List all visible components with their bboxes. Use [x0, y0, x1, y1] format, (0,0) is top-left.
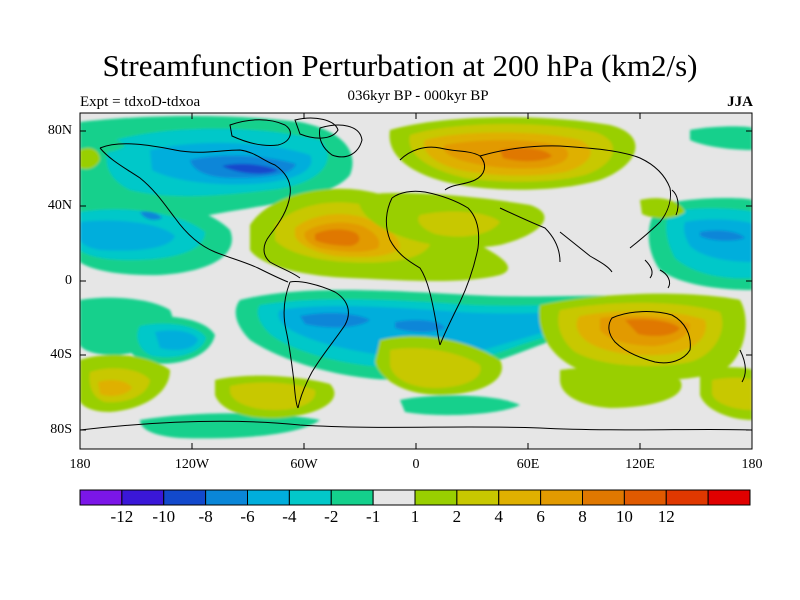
lon-label-180w: 180 [69, 457, 91, 472]
lon-label-0: 0 [412, 457, 420, 472]
lon-label-120w: 120W [174, 457, 210, 472]
contour-field [80, 113, 752, 449]
colorbar-swatch [540, 489, 583, 506]
experiment-label: Expt = tdxoD-tdxoa [80, 94, 201, 110]
colorbar-label: 2 [452, 507, 462, 526]
colorbar-swatch [707, 489, 751, 506]
coastlines [80, 117, 752, 431]
colorbar-swatch [288, 489, 332, 506]
lon-label-120e: 120E [625, 457, 655, 472]
colorbar-label: -6 [240, 507, 255, 526]
colorbar-label: 4 [494, 507, 504, 526]
colorbar-swatch [247, 489, 290, 506]
season-label: JJA [727, 94, 753, 110]
map-title: Streamfunction Perturbation at 200 hPa (… [102, 48, 698, 83]
colorbar-swatch [665, 489, 709, 506]
lat-label-40s: 40S [50, 347, 72, 362]
colorbar-swatch [163, 489, 207, 506]
colorbar-label: -4 [282, 507, 297, 526]
colorbar-swatch [623, 489, 667, 506]
colorbar [79, 489, 751, 506]
colorbar-label: -1 [366, 507, 381, 526]
colorbar-swatch [121, 489, 165, 506]
lat-label-80n: 80N [47, 123, 72, 138]
colorbar-swatch [498, 489, 542, 506]
lon-label-60w: 60W [290, 457, 318, 472]
colorbar-label: -2 [324, 507, 339, 526]
colorbar-swatch [372, 489, 416, 506]
lon-label-60e: 60E [516, 457, 540, 472]
colorbar-label: 12 [657, 507, 675, 526]
colorbar-label: 8 [578, 507, 587, 526]
lon-label-180e: 180 [741, 457, 763, 472]
map-subtitle: 036kyr BP - 000kyr BP [347, 88, 489, 104]
colorbar-label: -8 [198, 507, 213, 526]
colorbar-swatch [205, 489, 248, 506]
colorbar-label: 6 [536, 507, 545, 526]
colorbar-label: 1 [410, 507, 420, 526]
colorbar-swatch [456, 489, 500, 506]
colorbar-swatch [330, 489, 374, 506]
colorbar-label: -10 [152, 507, 176, 526]
colorbar-swatch [414, 489, 458, 506]
colorbar-swatch [582, 489, 625, 506]
colorbar-label: -12 [110, 507, 134, 526]
colorbar-swatch [79, 489, 123, 506]
colorbar-label: 10 [615, 507, 633, 526]
axis-ticks [79, 113, 753, 449]
lat-label-80s: 80S [50, 422, 72, 437]
lat-label-0: 0 [65, 273, 72, 288]
lat-label-40n: 40N [47, 198, 72, 213]
